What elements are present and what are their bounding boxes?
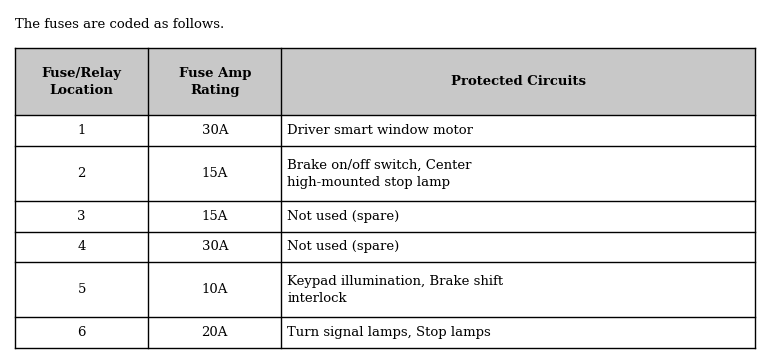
Text: 3: 3	[77, 210, 86, 223]
Bar	[15, 146, 755, 201]
Text: Turn signal lamps, Stop lamps: Turn signal lamps, Stop lamps	[287, 326, 491, 339]
Bar	[15, 201, 755, 232]
Bar	[15, 262, 755, 317]
Text: Not used (spare): Not used (spare)	[287, 210, 399, 223]
Text: 15A: 15A	[201, 210, 228, 223]
Text: 1: 1	[77, 124, 86, 137]
Text: 2: 2	[77, 167, 86, 180]
Bar	[15, 317, 755, 348]
Text: Driver smart window motor: Driver smart window motor	[287, 124, 473, 137]
Text: Brake on/off switch, Center
high-mounted stop lamp: Brake on/off switch, Center high-mounted…	[287, 158, 472, 189]
Text: Fuse Amp
Rating: Fuse Amp Rating	[179, 67, 251, 97]
Text: Keypad illumination, Brake shift
interlock: Keypad illumination, Brake shift interlo…	[287, 275, 504, 305]
Text: 6: 6	[77, 326, 86, 339]
Text: 30A: 30A	[201, 241, 228, 253]
Bar	[15, 48, 755, 115]
Text: Protected Circuits: Protected Circuits	[451, 75, 586, 88]
Text: 15A: 15A	[201, 167, 228, 180]
Text: 20A: 20A	[201, 326, 228, 339]
Bar	[15, 115, 755, 146]
Bar	[15, 232, 755, 262]
Text: Not used (spare): Not used (spare)	[287, 241, 399, 253]
Text: 10A: 10A	[201, 283, 228, 296]
Text: Fuse/Relay
Location: Fuse/Relay Location	[41, 67, 122, 97]
Text: 5: 5	[77, 283, 86, 296]
Text: The fuses are coded as follows.: The fuses are coded as follows.	[15, 18, 225, 31]
Text: 30A: 30A	[201, 124, 228, 137]
Text: 4: 4	[77, 241, 86, 253]
